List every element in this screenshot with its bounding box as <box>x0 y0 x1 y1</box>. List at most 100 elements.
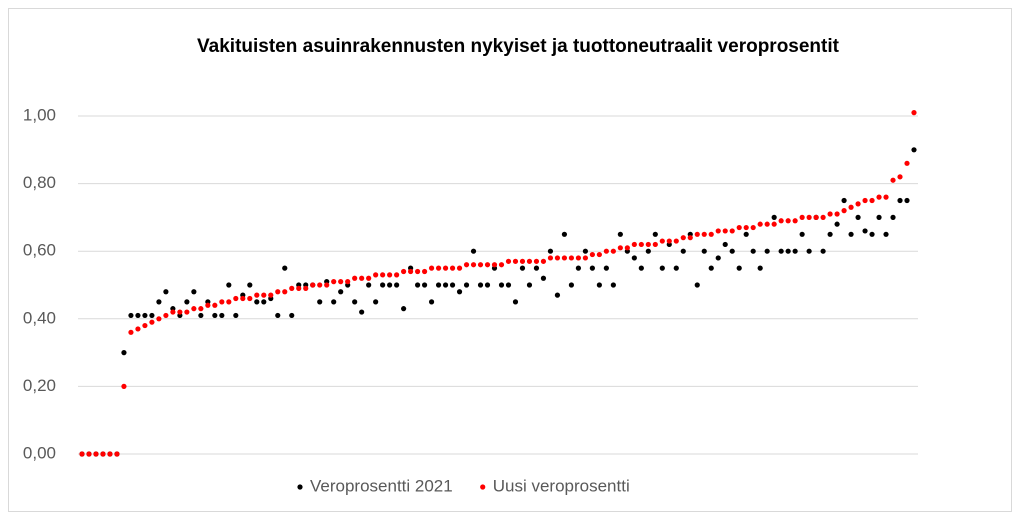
point <box>764 248 770 254</box>
point <box>324 282 330 288</box>
point <box>484 262 491 268</box>
point <box>275 312 281 319</box>
y-tick-label: 1,00 <box>23 105 56 124</box>
point <box>666 238 672 244</box>
point <box>708 231 714 237</box>
point <box>736 265 742 271</box>
point <box>722 228 728 234</box>
point <box>226 282 232 288</box>
legend-marker <box>297 484 303 490</box>
point <box>352 299 358 305</box>
point <box>121 350 127 356</box>
point <box>764 221 770 227</box>
point <box>778 248 784 254</box>
point <box>603 265 609 271</box>
y-tick-label: 0,40 <box>23 308 56 327</box>
point <box>736 224 742 231</box>
point <box>883 194 889 200</box>
point <box>897 174 903 180</box>
point <box>792 248 798 254</box>
point <box>296 285 302 291</box>
legend-label: Uusi veroprosentti <box>493 476 630 495</box>
point <box>813 214 819 220</box>
point <box>610 282 616 288</box>
y-tick-label: 0,20 <box>23 376 56 395</box>
point <box>282 289 288 295</box>
point <box>387 272 393 278</box>
point <box>442 282 449 288</box>
point <box>282 265 288 271</box>
point <box>484 282 491 288</box>
point <box>254 299 260 305</box>
point <box>289 285 295 291</box>
point <box>771 214 777 220</box>
point <box>876 214 882 220</box>
point <box>526 282 533 288</box>
point <box>128 312 134 319</box>
point <box>547 248 554 254</box>
point <box>631 255 637 261</box>
point <box>163 312 169 319</box>
point <box>512 258 519 264</box>
point <box>289 312 295 319</box>
point <box>477 282 484 288</box>
point <box>533 265 540 271</box>
point <box>561 255 568 261</box>
point <box>715 228 721 234</box>
point <box>862 197 868 204</box>
point <box>93 451 99 457</box>
point <box>184 309 190 315</box>
point <box>414 282 421 288</box>
point <box>540 258 547 264</box>
point <box>687 235 693 241</box>
point <box>680 248 686 254</box>
point <box>107 451 113 457</box>
point <box>827 231 833 237</box>
point <box>729 248 735 254</box>
point <box>799 231 805 237</box>
point <box>575 255 582 261</box>
point <box>317 299 323 305</box>
point <box>470 262 477 268</box>
point <box>428 265 435 271</box>
point <box>310 282 316 288</box>
point <box>589 251 595 258</box>
point <box>352 275 358 281</box>
point <box>408 268 414 275</box>
point <box>156 316 162 322</box>
point <box>191 306 197 312</box>
point <box>240 295 246 302</box>
point <box>589 265 595 271</box>
point <box>463 282 470 288</box>
point <box>491 262 498 268</box>
chart-title: Vakituisten asuinrakennusten nykyiset ja… <box>197 36 840 57</box>
point <box>449 265 456 271</box>
point <box>198 306 204 312</box>
point <box>792 218 798 224</box>
point <box>512 299 519 305</box>
point <box>394 272 400 278</box>
point <box>778 218 784 224</box>
point <box>254 292 260 298</box>
point <box>652 241 658 248</box>
point <box>380 282 386 288</box>
point <box>785 248 791 254</box>
point <box>820 214 826 220</box>
point <box>582 255 588 261</box>
point <box>345 279 351 285</box>
point <box>568 255 575 261</box>
point <box>855 214 861 220</box>
point <box>261 299 267 305</box>
point <box>394 282 400 288</box>
point <box>387 282 393 288</box>
point <box>785 218 791 224</box>
point <box>142 312 148 319</box>
point <box>911 110 917 116</box>
point <box>149 312 155 319</box>
point <box>470 248 477 254</box>
point <box>876 194 882 200</box>
point <box>414 268 421 275</box>
point <box>848 231 854 237</box>
point <box>540 275 547 281</box>
point <box>380 272 386 278</box>
